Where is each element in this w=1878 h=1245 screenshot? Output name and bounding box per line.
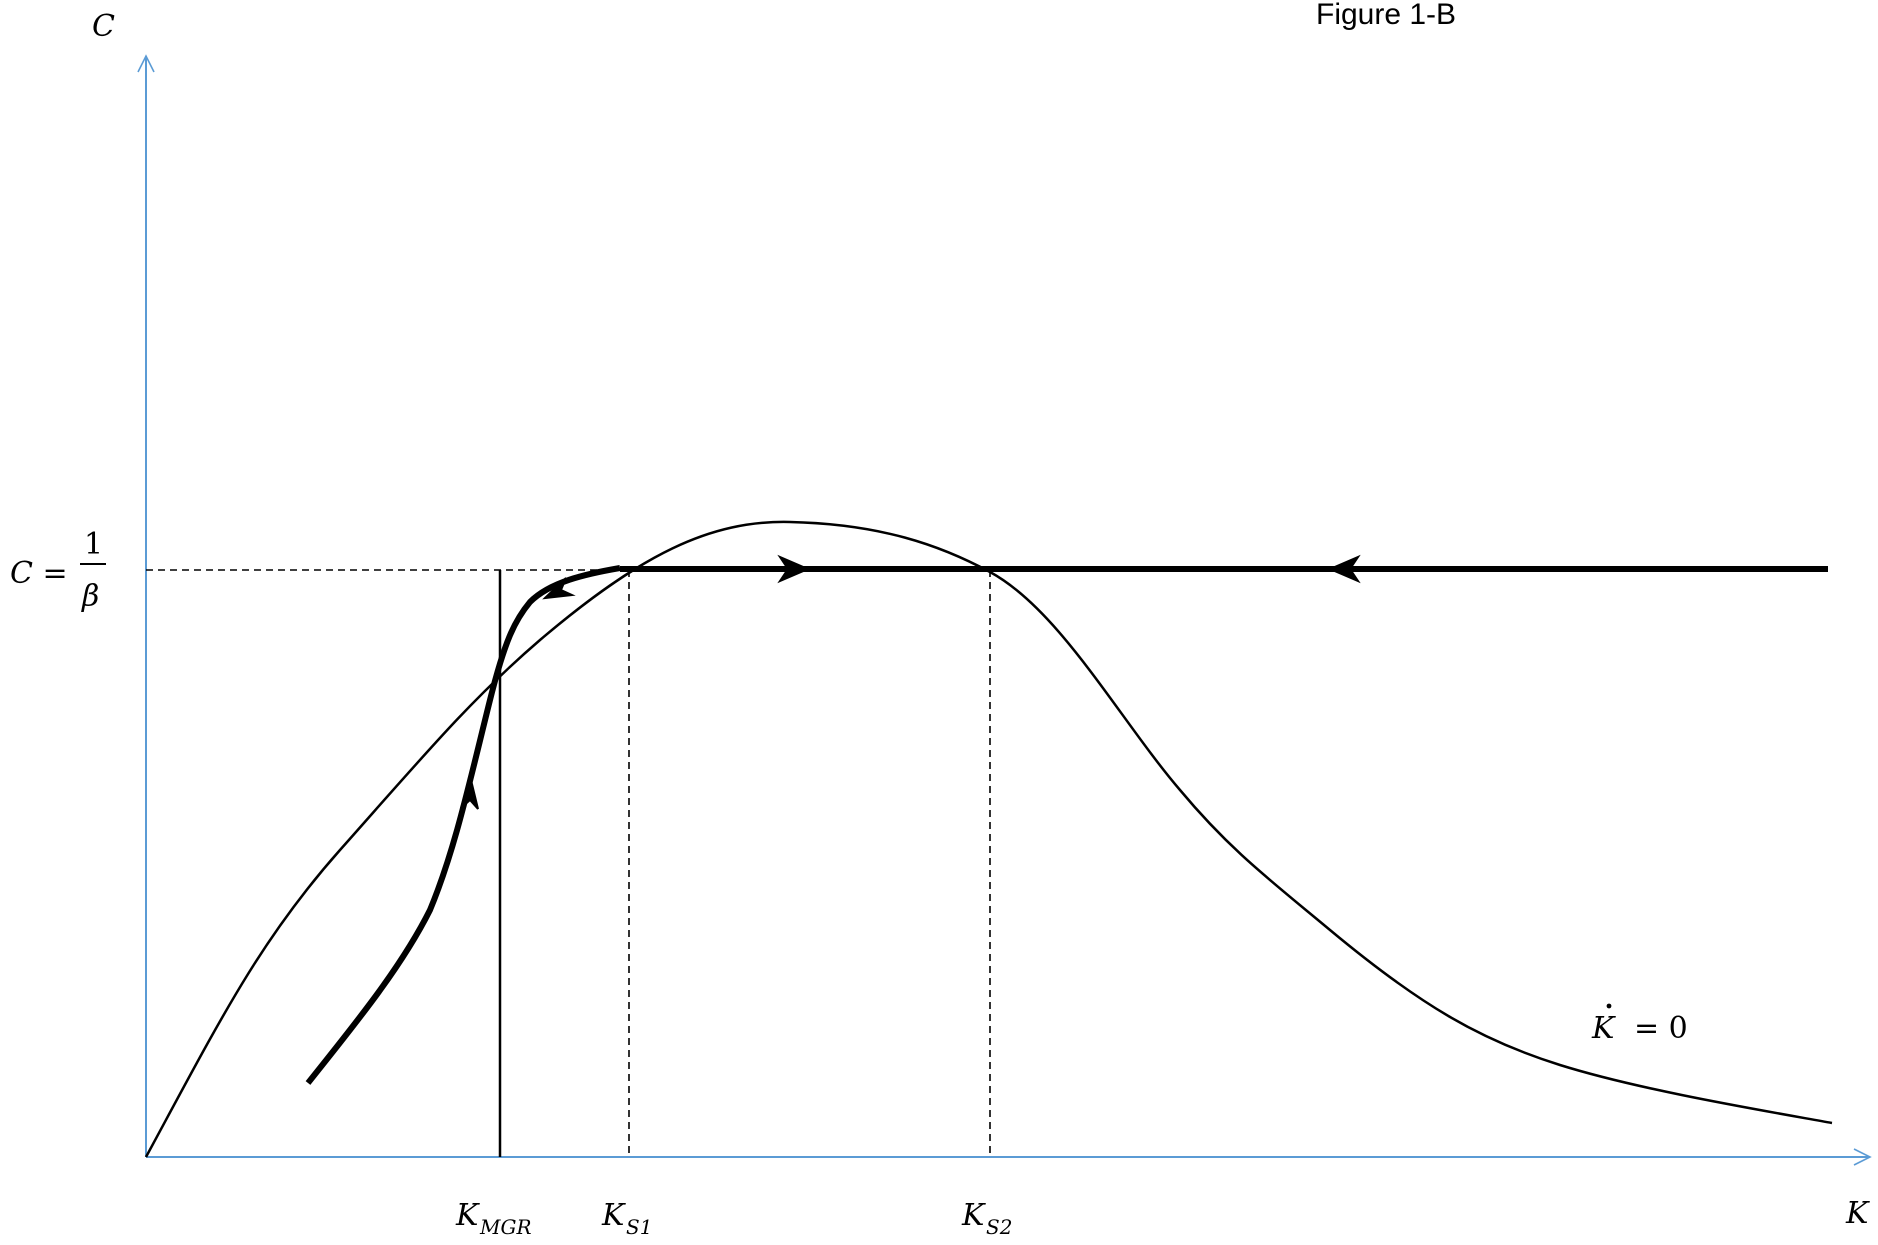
svg-text:K: K [961,1198,986,1233]
ks1-label: K S1 [601,1198,652,1239]
kmgr-label: K MGR [455,1198,532,1239]
ks2-label: K S2 [961,1198,1012,1239]
svg-text:K: K [601,1198,626,1233]
kdot-zero-label: K = 0 [1591,1003,1688,1046]
figure-title: Figure 1-B [1316,0,1456,31]
svg-text:MGR: MGR [479,1215,532,1239]
arrowhead-left-trajectory [1327,554,1361,584]
stable-path [305,565,621,1085]
y-axis-label: C [92,9,115,44]
x-axis-label: K [1845,1196,1870,1231]
svg-text:S1: S1 [626,1215,652,1239]
svg-text:S2: S2 [986,1215,1012,1239]
arrowhead-up-stable-path [460,776,479,810]
svg-text:K: K [455,1198,480,1233]
level-label: C = 1 β [10,527,106,614]
svg-text:C =: C = [10,556,68,591]
kdot-zero-curve [144,520,1833,1158]
svg-text:= 0: = 0 [1634,1011,1688,1046]
svg-text:1: 1 [84,527,103,562]
arrowhead-right-trajectory [777,554,811,584]
svg-text:K: K [1591,1011,1616,1046]
arrowhead-left-stable-path [542,577,576,600]
svg-text:β: β [81,579,99,614]
